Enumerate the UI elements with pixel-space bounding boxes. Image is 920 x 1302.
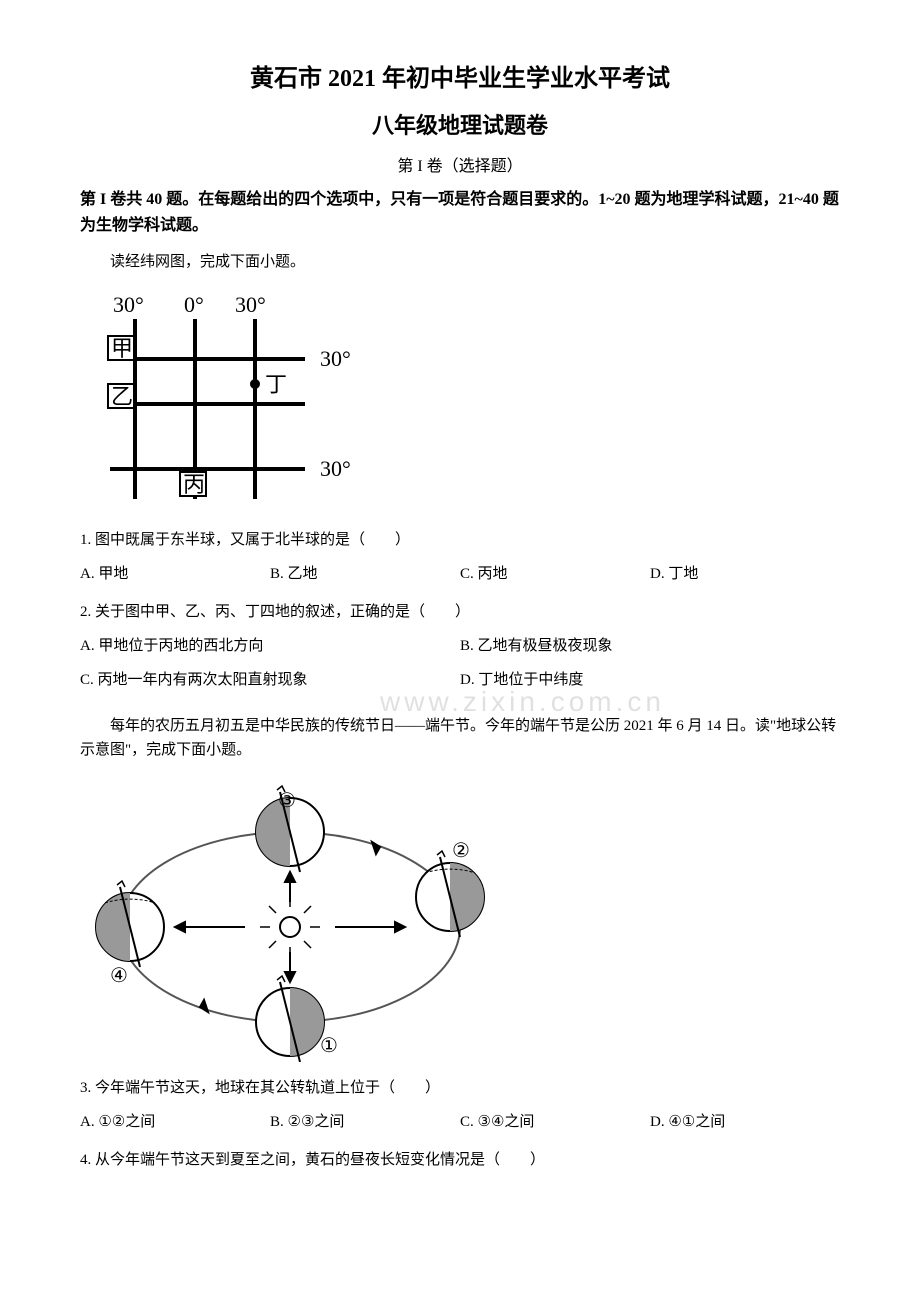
page-container: www.zixin.com.cn 黄石市 2021 年初中毕业生学业水平考试 八… (80, 60, 840, 1172)
question-3-options: A. ①②之间 B. ②③之间 C. ③④之间 D. ④①之间 (80, 1110, 840, 1134)
question-2: 2. 关于图中甲、乙、丙、丁四地的叙述，正确的是（ ） (80, 600, 840, 624)
question-1-options: A. 甲地 B. 乙地 C. 丙地 D. 丁地 (80, 562, 840, 586)
title-main: 黄石市 2021 年初中毕业生学业水平考试 (80, 60, 840, 98)
fig1-label-a: 甲 (111, 336, 133, 361)
fig1-label-c: 丙 (183, 472, 205, 497)
fig2-p1: ① (320, 1035, 338, 1057)
figure-1-latlon-grid: 30° 0° 30° 30° 30° 甲 乙 丙 丁 (80, 284, 840, 514)
fig2-p3: ③ (278, 790, 296, 812)
fig1-lat-30: 30° (320, 346, 351, 371)
instructions: 第 I 卷共 40 题。在每题给出的四个选项中，只有一项是符合题目要求的。1~2… (80, 187, 840, 238)
fig1-label-d: 丁 (265, 372, 287, 397)
q1-opt-b: B. 乙地 (270, 562, 460, 586)
q3-opt-a: A. ①②之间 (80, 1110, 270, 1134)
fig2-p2: ② (452, 840, 470, 862)
q2-opt-a: A. 甲地位于丙地的西北方向 (80, 634, 460, 658)
q1-opt-d: D. 丁地 (650, 562, 840, 586)
q3-opt-d: D. ④①之间 (650, 1110, 840, 1134)
passage-2: 每年的农历五月初五是中华民族的传统节日——端午节。今年的端午节是公历 2021 … (80, 714, 840, 762)
question-4: 4. 从今年端午节这天到夏至之间，黄石的昼夜长短变化情况是（ ） (80, 1148, 840, 1172)
question-1: 1. 图中既属于东半球，又属于北半球的是（ ） (80, 528, 840, 552)
q1-opt-a: A. 甲地 (80, 562, 270, 586)
figure-2-revolution: ③ ② ④ ① (80, 772, 840, 1062)
title-sub: 八年级地理试题卷 (80, 108, 840, 143)
q2-opt-c: C. 丙地一年内有两次太阳直射现象 (80, 668, 460, 692)
fig1-lon-30: 30° (235, 292, 266, 317)
question-3: 3. 今年端午节这天，地球在其公转轨道上位于（ ） (80, 1076, 840, 1100)
fig2-p4: ④ (110, 965, 128, 987)
q1-opt-c: C. 丙地 (460, 562, 650, 586)
q2-opt-b: B. 乙地有极昼极夜现象 (460, 634, 840, 658)
passage-1: 读经纬网图，完成下面小题。 (80, 250, 840, 274)
fig1-label-b: 乙 (111, 384, 133, 409)
fig1-lon-0: 0° (184, 292, 204, 317)
q3-opt-b: B. ②③之间 (270, 1110, 460, 1134)
question-2-options: A. 甲地位于丙地的西北方向 B. 乙地有极昼极夜现象 C. 丙地一年内有两次太… (80, 634, 840, 702)
section-label: 第 I 卷（选择题） (80, 154, 840, 180)
q2-opt-d: D. 丁地位于中纬度 (460, 668, 840, 692)
fig1-lat-neg30: 30° (320, 456, 351, 481)
fig1-lon-neg30: 30° (113, 292, 144, 317)
q3-opt-c: C. ③④之间 (460, 1110, 650, 1134)
